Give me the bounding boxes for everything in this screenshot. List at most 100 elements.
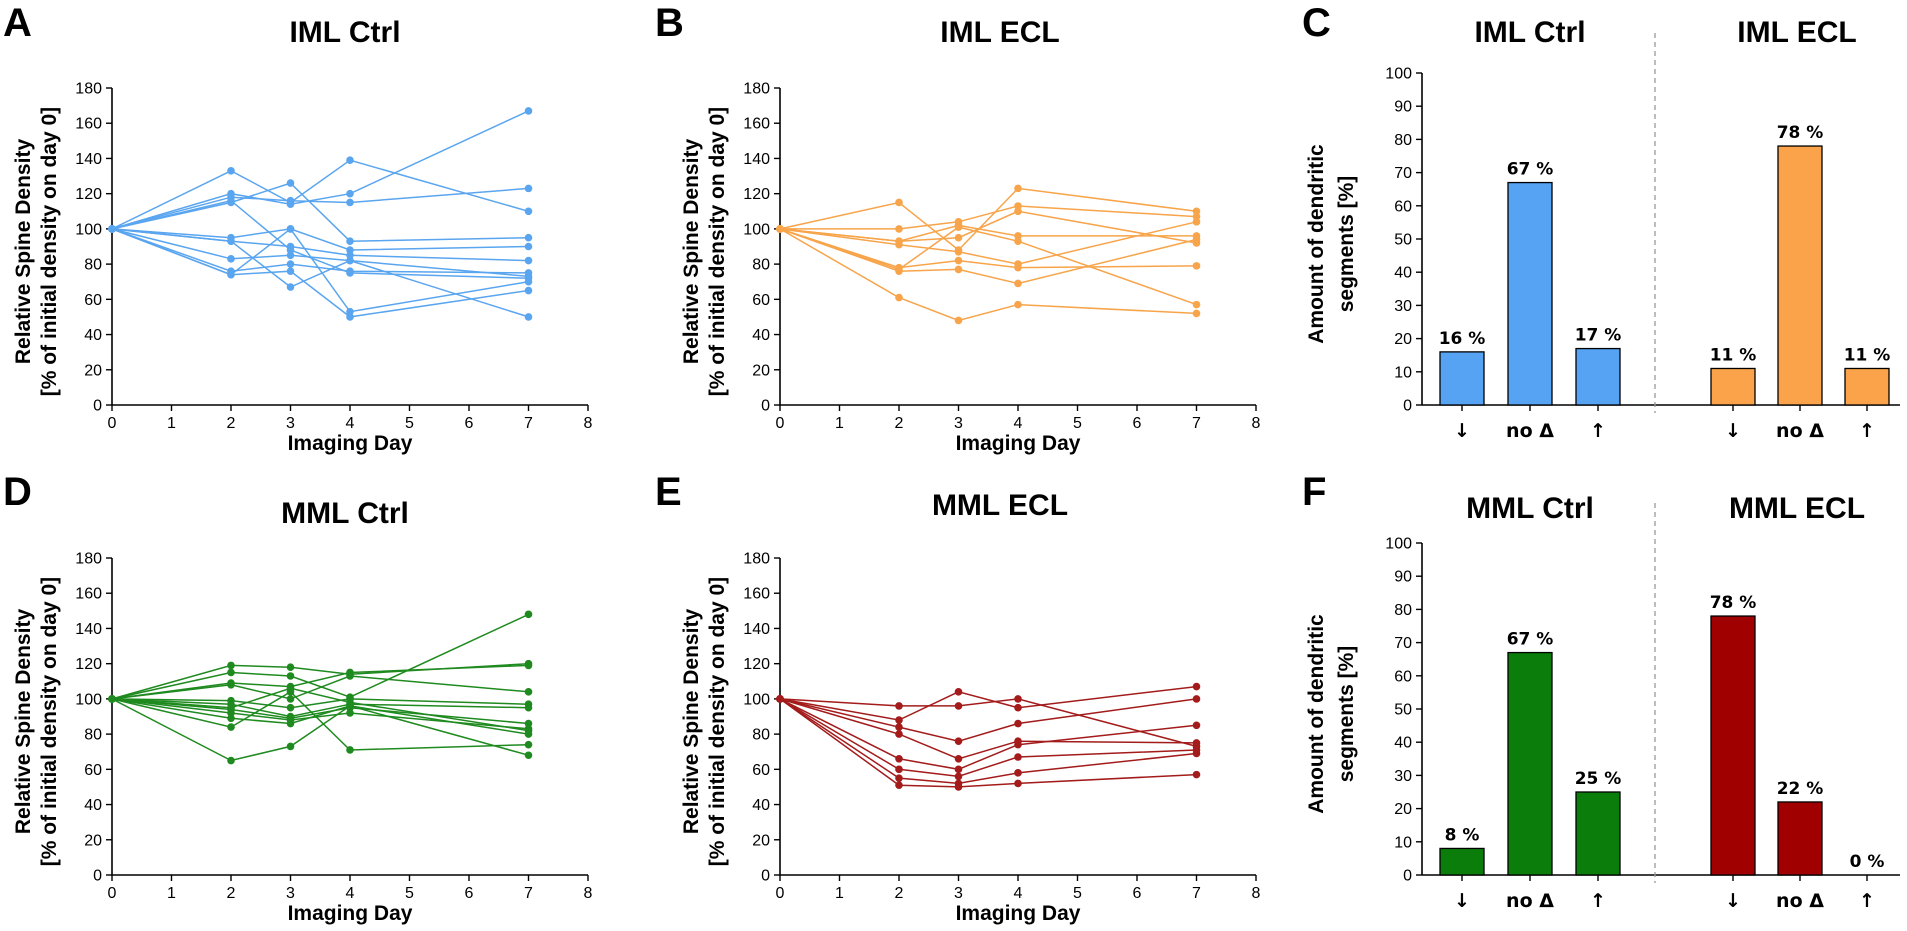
y-tick-label: 0 — [1403, 868, 1412, 885]
x-tick-label: 3 — [954, 885, 963, 902]
y-tick-label: 160 — [75, 586, 102, 603]
panel-D: D MML Ctrl 0 20 40 60 80 100 120 140 160 180 0 1 2 3 4 5 6… — [3, 470, 593, 925]
x-tick-label: 5 — [405, 885, 414, 902]
data-point — [895, 225, 903, 233]
y-tick-label: 180 — [75, 551, 102, 568]
data-point — [954, 256, 963, 265]
category-label: ↓ — [1454, 890, 1470, 912]
y-tick-label: 40 — [84, 327, 102, 344]
data-point — [286, 260, 295, 268]
bar — [1710, 615, 1756, 876]
x-tick-label: 0 — [108, 885, 117, 902]
y-tick-label: 20 — [752, 362, 770, 379]
data-point — [1014, 753, 1022, 761]
data-point — [346, 251, 354, 260]
data-point — [524, 286, 533, 295]
y-tick-label: 100 — [1385, 536, 1412, 553]
y-axis-label: Relative Spine Density — [12, 609, 35, 835]
series-line — [779, 228, 1197, 322]
bar — [1507, 181, 1553, 406]
series-line — [111, 662, 529, 700]
data-point — [1192, 300, 1201, 309]
y-tick-label: 70 — [1394, 635, 1412, 652]
bar-value-label: 67 % — [1507, 160, 1554, 180]
bar — [1777, 145, 1823, 406]
y-tick-label: 20 — [1394, 801, 1412, 818]
x-tick-label: 4 — [1014, 885, 1023, 902]
x-tick-label: 7 — [1192, 885, 1201, 902]
bar-value-label: 25 % — [1575, 769, 1622, 789]
x-axis-label: Imaging Day — [956, 902, 1081, 925]
group-title: MML Ctrl — [1466, 492, 1594, 525]
data-point — [227, 703, 235, 712]
data-point — [895, 723, 903, 731]
data-point — [954, 316, 963, 325]
y-tick-label: 100 — [743, 691, 770, 708]
data-point — [1014, 184, 1022, 193]
data-point — [346, 307, 354, 316]
data-point — [1192, 207, 1201, 216]
y-tick-label: 140 — [743, 621, 770, 638]
bar-value-label: 0 % — [1850, 852, 1885, 872]
bar-value-label: 11 % — [1710, 345, 1757, 365]
x-tick-label: 1 — [835, 415, 844, 432]
data-point — [524, 703, 533, 712]
data-point — [227, 166, 235, 175]
chart-title: MML Ctrl — [281, 497, 409, 530]
data-point — [227, 255, 235, 263]
data-point — [227, 270, 235, 279]
panel-letter: E — [655, 470, 682, 514]
y-tick-label: 60 — [1394, 198, 1412, 215]
y-tick-label: 140 — [75, 621, 102, 638]
data-point — [895, 774, 903, 782]
data-point — [1014, 237, 1022, 246]
y-tick-label: 140 — [743, 151, 770, 168]
bar — [1439, 351, 1485, 406]
data-point — [776, 695, 784, 703]
y-axis-label: [% of initial density on day 0] — [706, 577, 729, 866]
category-label: no Δ — [1776, 890, 1824, 912]
y-tick-label: 80 — [1394, 132, 1412, 149]
group-title: IML Ctrl — [1474, 16, 1585, 49]
data-point — [1192, 770, 1201, 779]
y-axis-label: segments [%] — [1335, 646, 1358, 783]
x-tick-label: 7 — [524, 415, 533, 432]
panel-B: B IML ECL 0 20 40 60 80 100 120 140 160 180 0 1 2 3 4 5 6 7… — [655, 1, 1261, 455]
data-point — [1192, 212, 1201, 221]
data-point — [954, 265, 963, 274]
series-line — [780, 205, 1197, 230]
data-point — [1014, 202, 1022, 210]
data-point — [346, 237, 354, 246]
bar — [1575, 347, 1621, 406]
series-line — [779, 698, 1197, 785]
category-label: ↑ — [1859, 420, 1875, 442]
data-point — [227, 756, 235, 765]
data-point — [108, 225, 116, 233]
data-point — [1014, 740, 1022, 749]
y-tick-label: 40 — [1394, 265, 1412, 282]
bar-value-label: 22 % — [1777, 779, 1824, 799]
panel-letter: F — [1302, 470, 1326, 514]
category-label: ↑ — [1590, 890, 1606, 912]
data-point — [895, 781, 903, 789]
data-point — [1014, 207, 1022, 216]
series-line — [779, 210, 1197, 244]
data-point — [954, 223, 963, 231]
panel-letter: A — [3, 1, 32, 45]
y-tick-label: 60 — [84, 292, 102, 309]
x-tick-label: 7 — [524, 885, 533, 902]
data-point — [1192, 682, 1201, 691]
data-point — [346, 746, 354, 754]
category-label: no Δ — [1506, 420, 1554, 442]
y-tick-label: 10 — [1394, 834, 1412, 851]
y-tick-label: 60 — [752, 292, 770, 309]
category-label: no Δ — [1776, 420, 1824, 442]
data-point — [524, 610, 533, 619]
y-tick-label: 60 — [1394, 668, 1412, 685]
x-tick-label: 5 — [405, 415, 414, 432]
panel-A: A IML Ctrl 0 20 40 60 80 100 120 140 160 180 0 1 2 3 4 5 6… — [3, 1, 593, 455]
x-tick-label: 3 — [954, 415, 963, 432]
y-tick-label: 180 — [743, 551, 770, 568]
y-tick-label: 0 — [1403, 398, 1412, 415]
